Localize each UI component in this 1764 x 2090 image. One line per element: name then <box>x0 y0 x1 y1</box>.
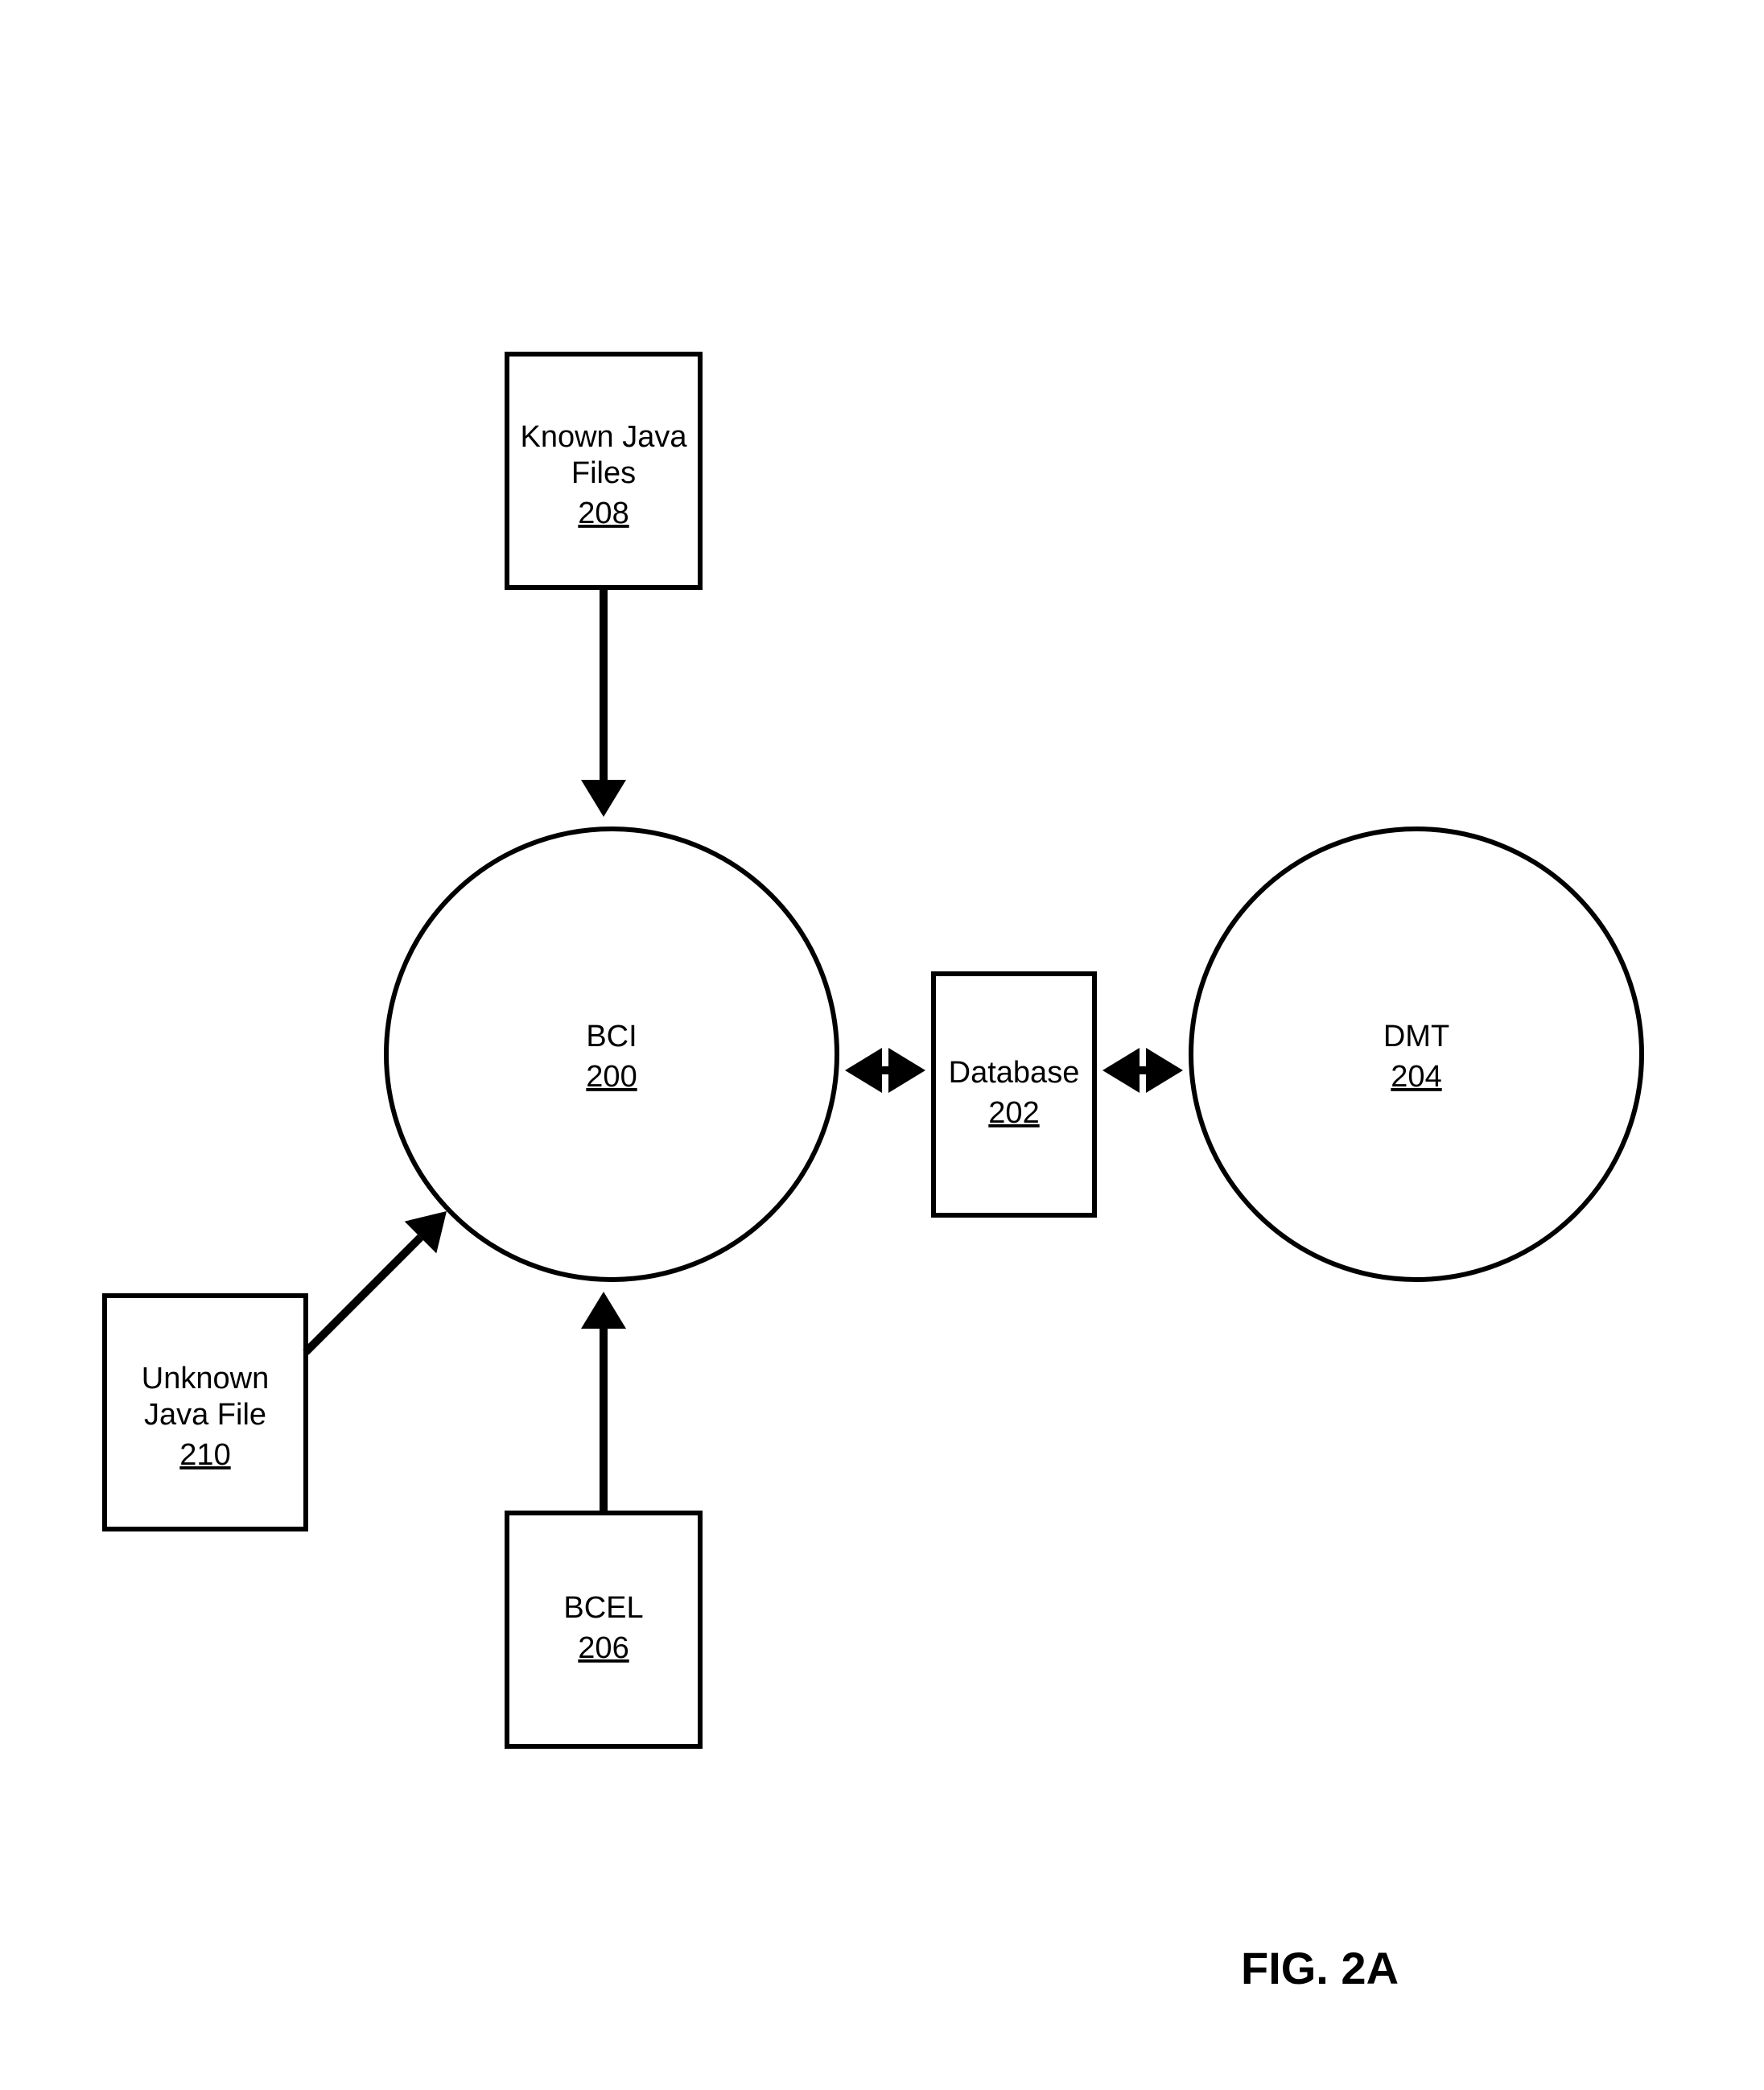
dmt-node <box>1191 829 1642 1280</box>
dmt-ref: 204 <box>1391 1060 1441 1094</box>
arrowhead <box>1146 1048 1183 1093</box>
arrowhead <box>581 1292 626 1329</box>
known-label1: Known Java <box>520 420 687 454</box>
unknown-label1: Unknown <box>142 1362 269 1395</box>
arrowhead <box>1102 1048 1140 1093</box>
arrow-unknown <box>306 1238 420 1352</box>
unknown-label2: Java File <box>144 1398 266 1432</box>
database-label: Database <box>949 1056 1080 1090</box>
unknown-ref: 210 <box>179 1438 230 1472</box>
arrowhead <box>581 780 626 817</box>
bci-label: BCI <box>586 1020 637 1053</box>
bci-ref: 200 <box>586 1060 637 1094</box>
bcel-label: BCEL <box>563 1591 643 1625</box>
arrowhead <box>888 1048 925 1093</box>
known-label2: Files <box>571 456 636 490</box>
bcel-node <box>507 1513 700 1746</box>
bci-node <box>386 829 837 1280</box>
diagram-canvas: BCI 200 DMT 204 Database 202 Known JavaFiles 20… <box>0 0 1764 2090</box>
known-ref: 208 <box>578 497 629 530</box>
dmt-label: DMT <box>1383 1020 1449 1053</box>
bcel-ref: 206 <box>578 1631 629 1665</box>
arrowhead <box>845 1048 882 1093</box>
figure-label: FIG. 2A <box>1241 1943 1399 1993</box>
database-node <box>934 974 1094 1215</box>
database-ref: 202 <box>988 1096 1039 1130</box>
